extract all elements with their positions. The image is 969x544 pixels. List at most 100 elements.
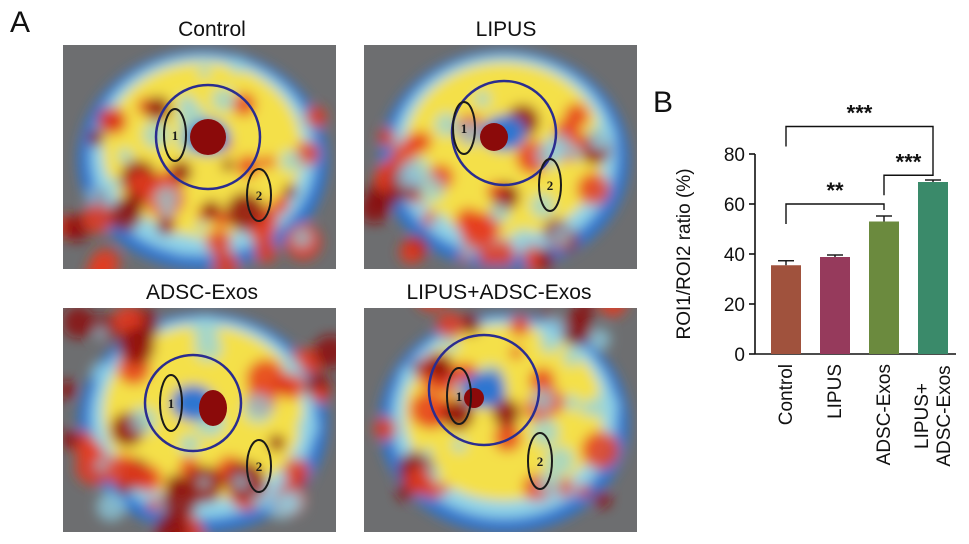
cool-spot [511, 228, 536, 253]
cool-spot [229, 57, 246, 74]
heatmap-svg: 12 [364, 45, 637, 269]
heat-spot [377, 128, 396, 147]
heat-spot [231, 92, 256, 117]
heat-spot [493, 424, 522, 452]
cool-spot [171, 232, 194, 255]
cool-spot [282, 357, 301, 376]
y-tick-label: 80 [724, 145, 745, 166]
heat-spot [592, 490, 612, 509]
x-tick-label-line: LIPUS [825, 364, 846, 419]
heat-spot [403, 134, 420, 151]
roi-2-label: 2 [256, 188, 263, 203]
heat-spot [63, 380, 77, 400]
cool-spot [96, 491, 126, 522]
roi-circle [154, 83, 262, 191]
cool-spot [563, 394, 580, 411]
x-tick-label: LIPUS+ ADSC-Exos [912, 365, 955, 466]
significance-bracket [785, 203, 885, 224]
cool-spot [129, 406, 157, 435]
cool-spot [425, 463, 440, 478]
cool-spot [298, 123, 312, 136]
image-title-adsc-exos: ADSC-Exos [145, 281, 259, 304]
heat-spot [412, 361, 426, 375]
cool-spot [160, 206, 174, 220]
roi-1-label: 1 [461, 121, 468, 136]
heat-spot [246, 358, 286, 399]
heat-spot [134, 464, 163, 493]
bar [771, 265, 801, 354]
roi-1-ellipse [159, 374, 183, 432]
roi-2-ellipse [538, 158, 562, 212]
heat-spot [91, 248, 121, 269]
x-tick-label-line: ADSC-Exos [874, 364, 895, 465]
heat-spot [63, 308, 96, 339]
cool-spot [94, 326, 108, 340]
cool-spot [545, 446, 575, 476]
heat-spot [212, 251, 239, 269]
heat-spot [260, 155, 275, 170]
y-tick-label: 20 [724, 295, 745, 316]
heat-spot [576, 172, 610, 206]
roi-2-ellipse [246, 439, 272, 493]
cool-spot [90, 361, 112, 383]
cool-spot [553, 142, 566, 155]
heat-spot [165, 473, 188, 497]
heat-spot [599, 308, 627, 318]
cool-spot [591, 392, 619, 421]
heat-spot [489, 239, 516, 267]
roi-1-ellipse [163, 108, 187, 162]
heat-spot [106, 454, 140, 488]
heat-spot [271, 195, 290, 214]
heat-spot [364, 193, 390, 225]
heat-spot [248, 219, 275, 245]
bar [869, 221, 899, 354]
significance-label: ** [826, 178, 844, 203]
heat-spot [509, 315, 531, 337]
cool-spot [194, 333, 223, 362]
cool-spot [198, 65, 211, 78]
panel-b-letter: B [653, 86, 674, 119]
cool-spot [280, 149, 303, 172]
heat-spot [121, 192, 145, 216]
heat-spot [75, 448, 113, 486]
cool-spot [296, 416, 319, 439]
roi-2-ellipse [527, 432, 553, 490]
heat-spot [147, 498, 161, 511]
heat-spot [563, 103, 590, 129]
heat-spot [205, 229, 232, 256]
cool-spot [198, 476, 211, 489]
heat-spot [314, 334, 336, 369]
heat-spot [304, 106, 327, 129]
roi-2-ellipse [246, 168, 272, 222]
cool-spot [567, 145, 584, 162]
heat-spot [581, 430, 620, 470]
heat-spot [442, 398, 474, 431]
cool-spot [232, 473, 250, 491]
y-tick-label: 0 [734, 345, 745, 366]
cool-spot [86, 187, 105, 206]
cool-spot [548, 223, 572, 247]
heat-spot [99, 107, 128, 135]
cool-spot [420, 447, 434, 461]
cool-spot [292, 228, 312, 248]
heat-spot [460, 314, 481, 335]
heat-spot [486, 182, 504, 199]
significance-label: *** [896, 149, 922, 174]
y-tick-label: 40 [724, 245, 745, 266]
cool-spot [452, 380, 465, 393]
hotspot [480, 123, 508, 151]
roi-circle [427, 333, 541, 447]
roi-2-label: 2 [537, 454, 544, 469]
heat-spot [63, 429, 80, 449]
x-tick-label-line: Control [776, 364, 797, 425]
x-tick-label: ADSC-Exos [874, 364, 895, 465]
cool-spot [109, 177, 122, 191]
hotspot [190, 119, 226, 155]
x-tick-label-line: ADSC-Exos [934, 365, 955, 466]
cool-spot [399, 367, 417, 385]
cool-spot [536, 471, 563, 497]
hotspot [464, 388, 484, 408]
roi-1-ellipse [446, 367, 472, 425]
